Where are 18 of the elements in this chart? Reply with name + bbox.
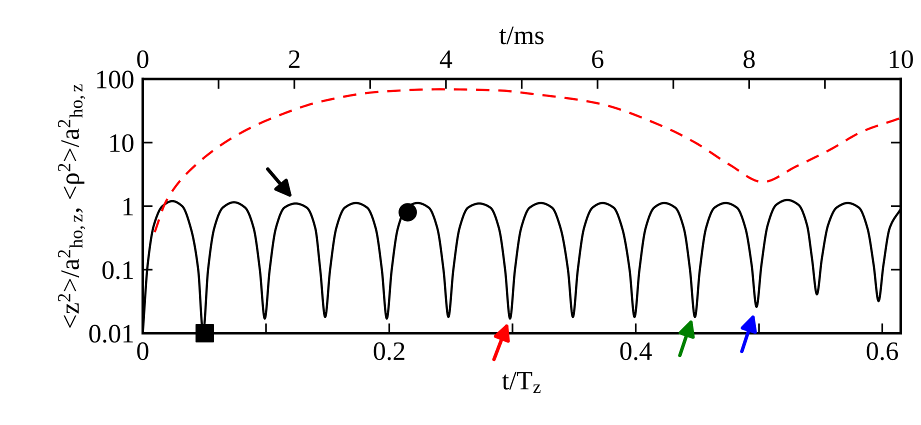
x-tick-label: 0.2 [374,342,404,360]
y-tick-label: 1 [124,198,133,216]
x2-tick-label: 10 [890,50,913,68]
x-axis-title: t/T$_{z}$ [502,372,541,393]
x2-axis-title: t/ms [499,26,544,44]
y-tick-label: 100 [97,70,134,88]
x-tick-label: 0 [137,342,148,360]
x2-tick-label: 8 [744,50,755,68]
x2-tick-label: 6 [592,50,604,68]
x-tick-label: 0.4 [620,342,652,360]
text: <z$^{2}$>/a$^{2}$$_{ho,z}$, <ρ$^{2}$>/a$^{2}$$_{ho,z}$ [58,84,86,328]
y-tick-label: 10 [110,134,134,152]
x2-tick-label: 4 [440,50,452,68]
y-tick-label: 0.1 [102,261,133,280]
x2-tick-label: 0 [137,50,148,68]
x2-tick-label: 2 [288,50,300,68]
y-tick-label: 0.01 [89,324,133,343]
x-tick-label: 0.6 [866,342,898,360]
